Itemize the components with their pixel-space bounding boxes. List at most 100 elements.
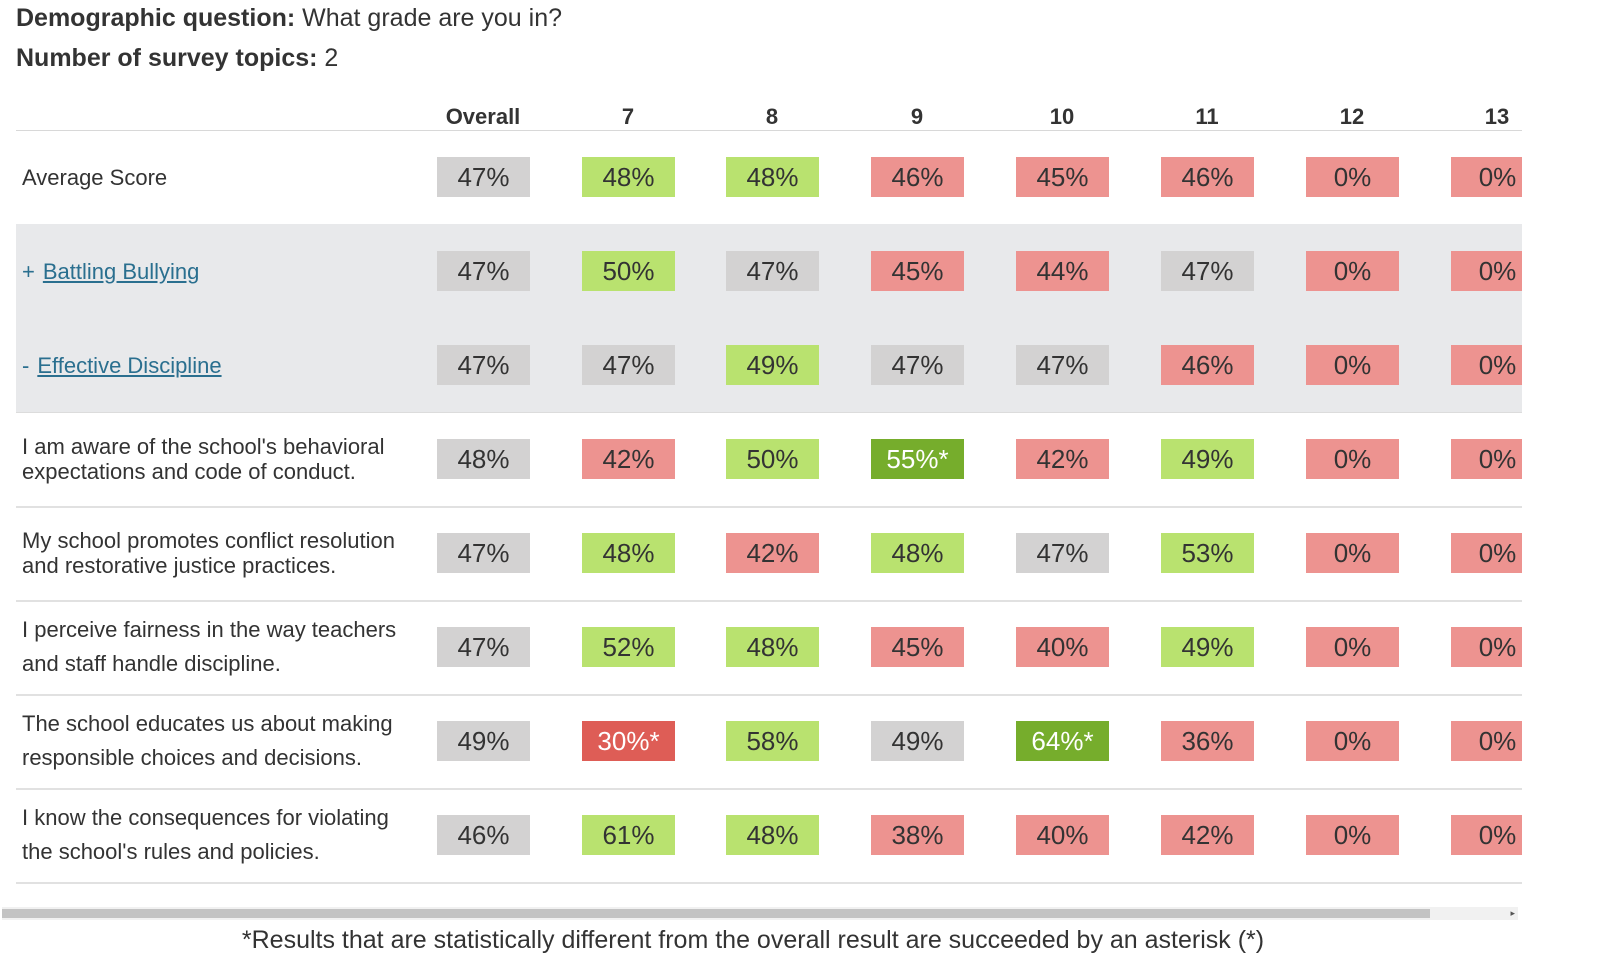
score-cell: 45% <box>1016 157 1109 197</box>
question-row: I know the consequences for violating th… <box>16 788 1522 884</box>
question-row: I perceive fairness in the way teachers … <box>16 600 1522 696</box>
score-cell: 49% <box>871 721 964 761</box>
row-label: - Effective Discipline <box>22 318 417 412</box>
score-cell: 0% <box>1306 533 1399 573</box>
expand-toggle[interactable]: + <box>22 258 35 284</box>
topic-row: - Effective Discipline 47% 47% 49% 47% 47% 46% 0… <box>16 318 1522 413</box>
scroll-right-arrow-icon[interactable]: ▸ <box>1510 908 1515 918</box>
score-cell: 47% <box>1016 533 1109 573</box>
row-label-text: I know the consequences for violating th… <box>22 805 389 864</box>
score-cell: 49% <box>1161 627 1254 667</box>
row-label: The school educates us about making resp… <box>22 694 417 788</box>
score-cell: 47% <box>1016 345 1109 385</box>
score-cell: 45% <box>871 251 964 291</box>
score-cell: 30%* <box>582 721 675 761</box>
column-header: Overall <box>445 104 521 129</box>
demographic-question-label: Demographic question: <box>16 4 296 32</box>
score-cell: 46% <box>871 157 964 197</box>
score-cell: 0% <box>1451 721 1522 761</box>
column-header: 7 <box>621 104 635 129</box>
score-cell: 47% <box>1161 251 1254 291</box>
topic-link[interactable]: Effective Discipline <box>37 352 222 378</box>
score-cell: 0% <box>1306 345 1399 385</box>
scrollbar-thumb[interactable] <box>2 909 1430 918</box>
row-label-text: I perceive fairness in the way teachers … <box>22 617 397 676</box>
row-label: I know the consequences for violating th… <box>22 788 417 882</box>
average-score-row: Average Score 47% 48% 48% 46% 45% 46% 0% 0% <box>16 130 1522 226</box>
question-row: The school educates us about making resp… <box>16 694 1522 790</box>
column-header: 8 <box>765 104 779 129</box>
score-cell: 0% <box>1451 439 1522 479</box>
survey-topics-count: Number of survey topics: 2 <box>16 44 338 73</box>
score-cell: 49% <box>726 345 819 385</box>
score-cell: 47% <box>437 533 530 573</box>
footnote: *Results that are statistically differen… <box>241 926 1265 954</box>
row-label: I perceive fairness in the way teachers … <box>22 600 417 694</box>
score-cell: 46% <box>1161 157 1254 197</box>
score-cell: 48% <box>582 157 675 197</box>
score-cell: 48% <box>726 627 819 667</box>
column-header: 9 <box>910 104 924 129</box>
score-cell: 0% <box>1306 439 1399 479</box>
column-header: 13 <box>1484 104 1510 129</box>
score-cell: 0% <box>1306 815 1399 855</box>
score-cell: 48% <box>726 815 819 855</box>
score-cell: 47% <box>437 345 530 385</box>
row-label-text: My school promotes conflict resolution a… <box>22 528 395 578</box>
topic-row: + Battling Bullying 47% 50% 47% 45% 44% 47% 0% 0% <box>16 224 1522 319</box>
topic-link[interactable]: Battling Bullying <box>42 258 200 284</box>
survey-topics-value: 2 <box>324 44 339 72</box>
score-cell: 48% <box>582 533 675 573</box>
survey-topics-label: Number of survey topics: <box>16 44 318 72</box>
column-header: 12 <box>1339 104 1365 129</box>
score-cell: 48% <box>871 533 964 573</box>
score-cell: 58% <box>726 721 819 761</box>
score-cell: 38% <box>871 815 964 855</box>
score-cell: 52% <box>582 627 675 667</box>
score-cell: 44% <box>1016 251 1109 291</box>
score-cell: 42% <box>1161 815 1254 855</box>
collapse-toggle[interactable]: - <box>22 352 30 378</box>
score-cell: 47% <box>437 157 530 197</box>
score-cell: 0% <box>1451 345 1522 385</box>
row-label: I am aware of the school's behavioral ex… <box>22 412 417 506</box>
score-cell: 0% <box>1306 251 1399 291</box>
score-cell: 53% <box>1161 533 1254 573</box>
row-label-text: Average Score <box>22 164 168 190</box>
score-cell: 0% <box>1451 533 1522 573</box>
score-cell: 55%* <box>871 439 964 479</box>
score-cell: 0% <box>1306 157 1399 197</box>
score-cell: 47% <box>726 251 819 291</box>
score-cell: 0% <box>1306 721 1399 761</box>
column-header: 11 <box>1195 104 1219 129</box>
score-cell: 48% <box>726 157 819 197</box>
score-cell: 0% <box>1306 627 1399 667</box>
score-cell: 45% <box>871 627 964 667</box>
score-cell: 0% <box>1451 627 1522 667</box>
score-cell: 40% <box>1016 627 1109 667</box>
demographic-question: Demographic question: What grade are you… <box>16 4 562 33</box>
score-cell: 48% <box>437 439 530 479</box>
results-table: Overall 7 8 9 10 11 12 13 Average Score 47% 48% 48… <box>0 96 1522 886</box>
demographic-question-value: What grade are you in? <box>302 4 563 32</box>
row-label: Average Score <box>22 130 417 224</box>
row-label-text: I am aware of the school's behavioral ex… <box>22 434 385 484</box>
column-header: 10 <box>1049 104 1075 129</box>
score-cell: 50% <box>726 439 819 479</box>
score-cell: 49% <box>437 721 530 761</box>
score-cell: 50% <box>582 251 675 291</box>
score-cell: 46% <box>437 815 530 855</box>
score-cell: 0% <box>1451 251 1522 291</box>
score-cell: 47% <box>582 345 675 385</box>
row-label: My school promotes conflict resolution a… <box>22 506 417 600</box>
row-label: + Battling Bullying <box>22 224 417 318</box>
question-row: My school promotes conflict resolution a… <box>16 506 1522 602</box>
score-cell: 0% <box>1451 157 1522 197</box>
score-cell: 46% <box>1161 345 1254 385</box>
score-cell: 42% <box>726 533 819 573</box>
score-cell: 47% <box>871 345 964 385</box>
score-cell: 42% <box>1016 439 1109 479</box>
score-cell: 40% <box>1016 815 1109 855</box>
horizontal-scrollbar[interactable]: ▸ <box>2 907 1518 920</box>
score-cell: 61% <box>582 815 675 855</box>
